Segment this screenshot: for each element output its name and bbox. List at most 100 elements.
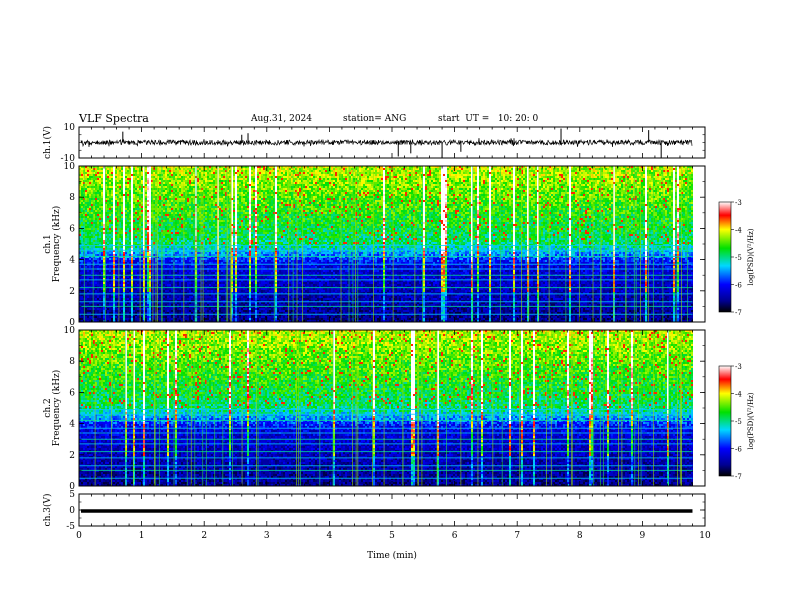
spectrogram-cell	[113, 234, 115, 236]
spectrogram-cell	[189, 310, 191, 312]
spectrogram-cell	[87, 166, 89, 168]
spectrogram-cell	[87, 284, 89, 286]
spectrogram-cell	[165, 218, 167, 220]
spectrogram-cell	[175, 204, 177, 206]
spectrogram-cell	[171, 176, 173, 178]
spectrogram-cell	[103, 242, 105, 244]
spectrogram-cell	[137, 256, 139, 258]
spectrogram-cell	[99, 278, 101, 280]
spectrogram-cell	[79, 282, 81, 284]
spectrogram-cell	[145, 226, 147, 228]
spectrogram-cell	[97, 188, 99, 190]
spectrogram-cell	[101, 170, 103, 172]
spectrogram-cell	[145, 314, 147, 316]
spectrogram-cell	[165, 298, 167, 300]
spectrogram-cell	[87, 276, 89, 278]
spectrogram-cell	[167, 222, 169, 224]
spectrogram-cell	[127, 228, 129, 230]
spectrogram-cell	[109, 294, 111, 296]
spectrogram-cell	[149, 272, 151, 274]
spectrogram-cell	[105, 166, 107, 168]
spectrogram-cell	[181, 288, 183, 290]
spectrogram-cell	[175, 196, 177, 198]
spectrogram-cell	[157, 212, 159, 214]
spectrogram-cell	[153, 182, 155, 184]
spectrogram-cell	[93, 200, 95, 202]
spectrogram-cell	[93, 190, 95, 192]
spectrogram-cell	[129, 288, 131, 290]
spectrogram-cell	[133, 220, 135, 222]
spectrogram-cell	[129, 296, 131, 298]
spectrogram-cell	[137, 240, 139, 242]
spectrogram-cell	[163, 308, 165, 310]
spectrogram-cell	[137, 250, 139, 252]
spectrogram-cell	[81, 214, 83, 216]
spectrogram-cell	[115, 246, 117, 248]
spectrogram-cell	[105, 208, 107, 210]
spectrogram-cell	[113, 216, 115, 218]
spectrogram-cell	[159, 290, 161, 292]
spectrogram-cell	[177, 212, 179, 214]
spectrogram-cell	[89, 254, 91, 256]
spectrogram-cell	[81, 180, 83, 182]
spectrogram-cell	[165, 178, 167, 180]
spectrogram-cell	[133, 200, 135, 202]
spectrogram-cell	[165, 254, 167, 256]
spectrogram-cell	[93, 314, 95, 316]
spectrogram-cell	[181, 234, 183, 236]
spectrogram-cell	[153, 280, 155, 282]
spectrogram-cell	[179, 190, 181, 192]
spectrogram-cell	[167, 228, 169, 230]
spectrogram-cell	[145, 238, 147, 240]
spectrogram-cell	[167, 320, 169, 322]
spectrogram-cell	[163, 166, 165, 168]
spectrogram-cell	[87, 220, 89, 222]
spectrogram-cell	[137, 316, 139, 318]
spectrogram-cell	[153, 318, 155, 320]
spectrogram-cell	[133, 284, 135, 286]
spectrogram-cell	[153, 270, 155, 272]
spectrogram-cell	[181, 226, 183, 228]
spectrogram-cell	[175, 190, 177, 192]
spectrogram-cell	[145, 254, 147, 256]
spectrogram-cell	[99, 244, 101, 246]
spectrogram-cell	[131, 320, 133, 322]
spectrogram-cell	[141, 184, 143, 186]
spectrogram-cell	[91, 252, 93, 254]
spectrogram-cell	[171, 192, 173, 194]
spectrogram-cell	[127, 240, 129, 242]
spectrogram-cell	[153, 308, 155, 310]
spectrogram-cell	[163, 304, 165, 306]
spectrogram-cell	[115, 308, 117, 310]
spectrogram-cell	[171, 206, 173, 208]
spectrogram-cell	[167, 194, 169, 196]
spectrogram-cell	[129, 228, 131, 230]
spectrogram-cell	[91, 168, 93, 170]
spectrogram-cell	[121, 184, 123, 186]
spectrogram-cell	[169, 320, 171, 322]
spectrogram-cell	[157, 264, 159, 266]
spectrogram-cell	[103, 302, 105, 304]
spectrogram-cell	[179, 290, 181, 292]
spectrogram-cell	[165, 318, 167, 320]
spectrogram-cell	[99, 218, 101, 220]
spectrogram-cell	[133, 224, 135, 226]
spectrogram-cell	[151, 220, 153, 222]
spectrogram-cell	[103, 294, 105, 296]
spectrogram-cell	[109, 244, 111, 246]
spectrogram-cell	[135, 272, 137, 274]
spectrogram-cell	[79, 316, 81, 318]
spectrogram-cell	[105, 286, 107, 288]
spectrogram-cell	[167, 298, 169, 300]
spectrogram-cell	[115, 198, 117, 200]
spectrogram-cell	[101, 242, 103, 244]
spectrogram-cell	[89, 218, 91, 220]
spectrogram-cell	[101, 232, 103, 234]
spectrogram-cell	[189, 262, 191, 264]
spectrogram-cell	[151, 206, 153, 208]
spectrogram-cell	[87, 230, 89, 232]
spectrogram-cell	[141, 210, 143, 212]
spectrogram-cell	[109, 206, 111, 208]
spectrogram-cell	[187, 182, 189, 184]
spectrogram-cell	[171, 280, 173, 282]
